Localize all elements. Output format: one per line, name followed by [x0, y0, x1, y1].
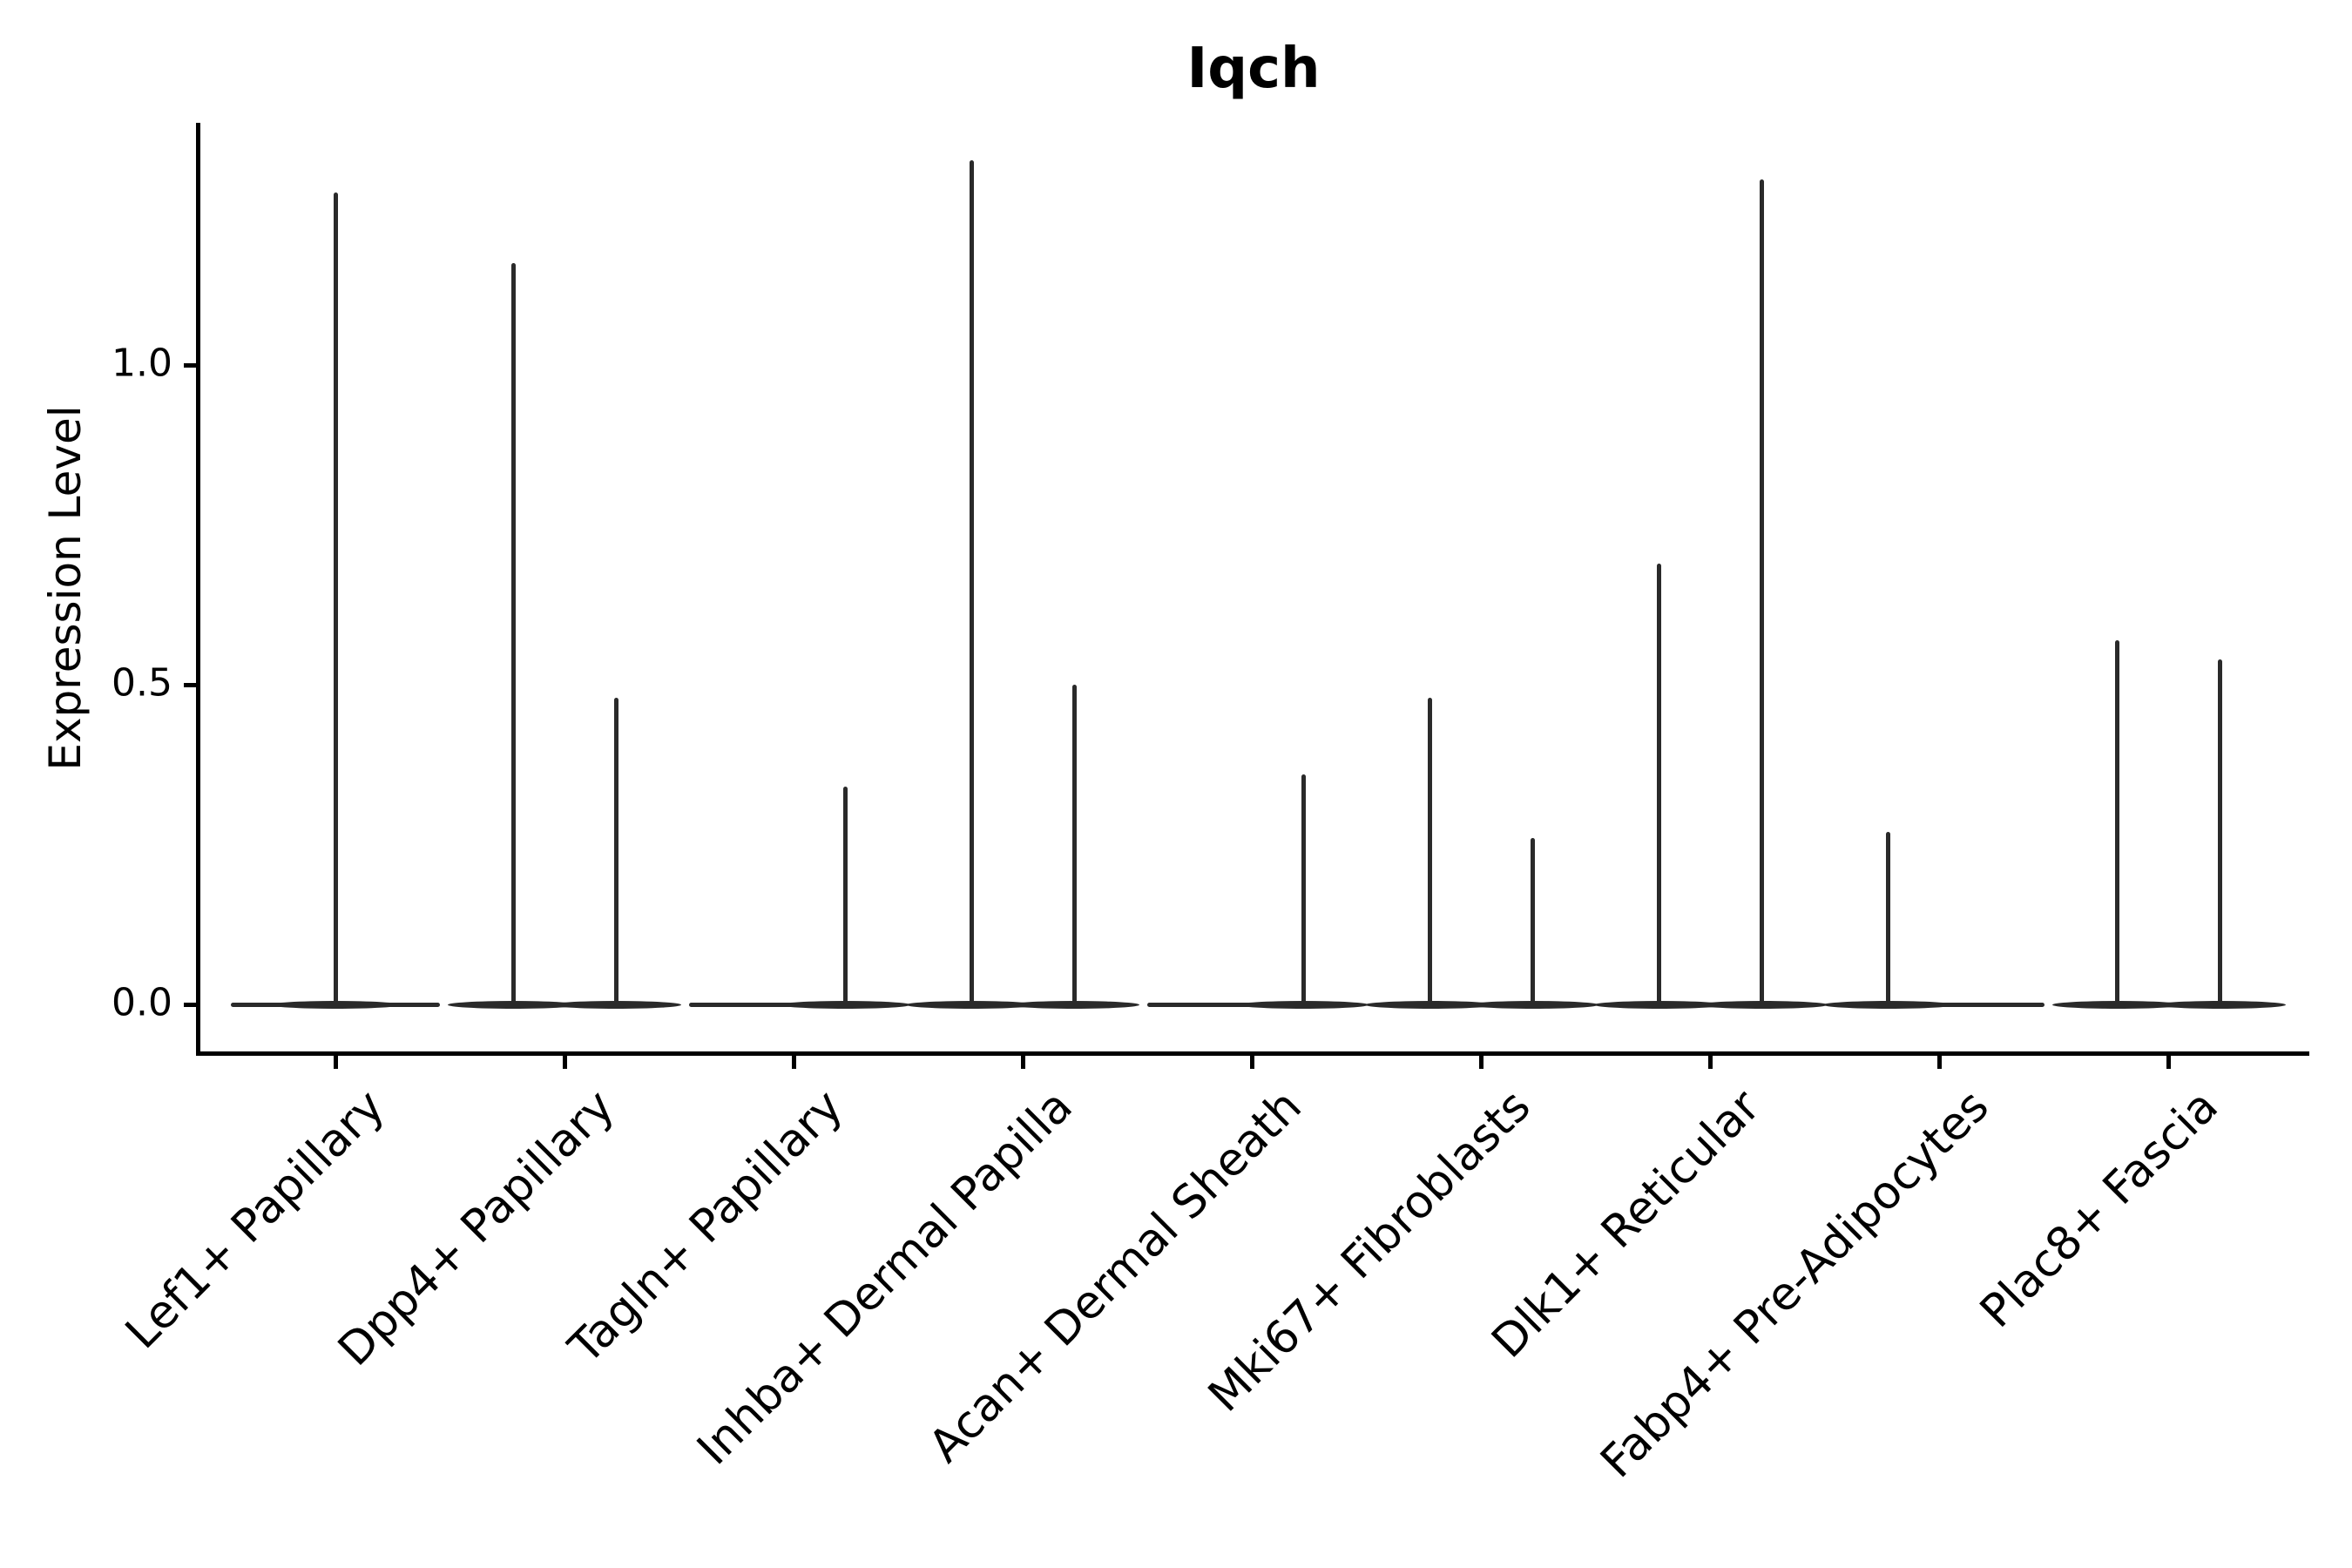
violin-zero-bulge [1009, 1000, 1140, 1009]
violin-zero-bulge [270, 1000, 401, 1009]
x-tick [333, 1055, 338, 1069]
chart-title: Iqch [1186, 37, 1321, 101]
y-tick [184, 682, 197, 687]
expression-spike [2115, 639, 2120, 1004]
x-tick-label: Acan+ Dermal Sheath [919, 1080, 1312, 1473]
expression-spike [613, 697, 618, 1004]
violin-zero-bulge [448, 1000, 579, 1009]
expression-spike [1071, 685, 1077, 1004]
x-tick [1937, 1055, 1943, 1069]
x-tick [2166, 1055, 2172, 1069]
y-axis-spine [196, 123, 200, 1055]
violin-zero-bulge [2154, 1000, 2286, 1009]
expression-spike [1301, 774, 1306, 1004]
expression-spike [1531, 838, 1535, 1004]
violin-zero-bulge [1696, 1000, 1828, 1009]
x-tick-label: Inhba+ Dermal Papilla [687, 1080, 1083, 1476]
y-tick [184, 1002, 197, 1007]
x-tick [1708, 1055, 1713, 1069]
x-tick [1479, 1055, 1484, 1069]
x-tick [562, 1055, 567, 1069]
x-tick [1020, 1055, 1025, 1069]
expression-spike [510, 262, 516, 1004]
y-tick-label: 1.0 [112, 341, 172, 386]
x-axis-spine [196, 1051, 2309, 1056]
violin-zero-bulge [1467, 1000, 1598, 1009]
violin-zero-bulge [780, 1000, 911, 1009]
expression-spike [1428, 697, 1432, 1004]
y-tick-label: 0.0 [112, 980, 172, 1025]
violin-zero-bulge [1593, 1000, 1725, 1009]
violin-zero-bulge [1238, 1000, 1369, 1009]
expression-spike [1760, 179, 1765, 1004]
expression-spike [2218, 659, 2223, 1004]
expression-spike [1886, 831, 1891, 1004]
violin-zero-bulge [551, 1000, 682, 1009]
y-axis-label: Expression Level [40, 405, 91, 771]
violin-zero-bulge [2051, 1000, 2183, 1009]
violin-zero-bulge [1822, 1000, 1954, 1009]
expression-spike [969, 160, 974, 1004]
x-tick-label: Plac8+ Fascia [1970, 1080, 2229, 1338]
x-tick-label: Fabp4+ Pre-Adipocytes [1591, 1080, 2000, 1489]
y-tick [184, 362, 197, 368]
violin-zero-bulge [1364, 1000, 1496, 1009]
violin-zero-bulge [906, 1000, 1037, 1009]
x-tick [791, 1055, 796, 1069]
x-tick [1249, 1055, 1254, 1069]
expression-spike [842, 787, 848, 1004]
expression-spike [333, 192, 338, 1004]
expression-spike [1657, 563, 1662, 1004]
y-tick-label: 0.5 [112, 660, 172, 706]
